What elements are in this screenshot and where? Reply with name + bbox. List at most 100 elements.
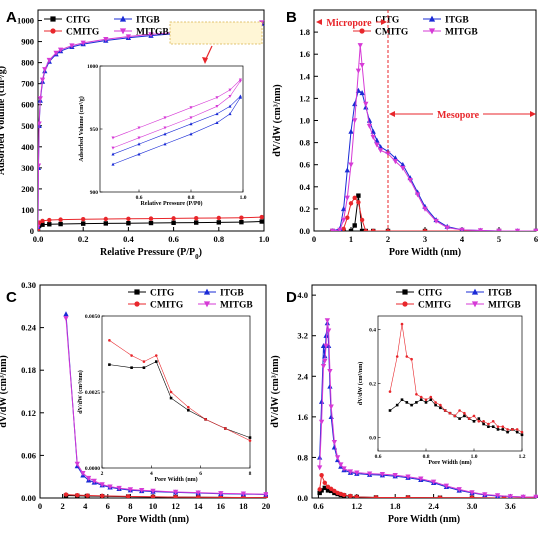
legend-label-itgb: ITGB [220,289,244,299]
data-point-mitgb [39,77,46,83]
data-point-cmitg [356,200,361,205]
y-tick-label: 0.0 [369,436,376,442]
x-tick-label: 3.0 [467,501,478,511]
data-point-mitgb [331,440,338,446]
data-point-cmitg [388,390,392,393]
series-layer [317,318,538,498]
data-point-cmitg [108,339,111,342]
data-point-itgb [215,121,219,124]
legend-marker-citg [50,16,56,22]
panel-c-legend: CITG ITGB CMITG MITGB [128,289,253,311]
data-point-mitgb [494,493,501,498]
data-point-citg [463,414,466,418]
data-point-citg [434,403,437,407]
series-layer [329,43,538,231]
panel-c-inset: 2 4 6 8 0.0000 0.0025 0.0050 Pore Width (nm) dV/… [77,314,252,483]
data-point-citg [491,425,495,428]
data-point-citg [108,363,111,366]
data-point-cmitg [329,486,334,492]
x-tick-label: 2 [101,471,104,477]
data-point-cmitg [429,395,433,399]
y-tick-label: 0.00 [21,493,36,503]
data-point-mitgb [85,475,92,481]
y-tick-label: 0.0 [299,226,310,236]
y-tick-label: 1000 [87,64,98,70]
data-point-cmitg [259,214,264,220]
series-line-cmitg [332,197,536,231]
data-point-mitgb [377,148,384,154]
legend-marker-citg [134,289,140,295]
y-tick-label: 0.24 [21,323,37,333]
data-point-mitgb [533,494,538,498]
data-point-itgb [323,332,329,338]
y-tick-label: 0.6 [299,160,310,170]
legend-label-citg: CITG [66,16,91,26]
data-point-mitgb [359,63,365,69]
x-tick-label: 4 [83,501,88,511]
legend-label-citg: CITG [375,16,400,26]
x-axis-title: Pore Width (nm) [389,247,461,258]
data-point-mitgb [63,316,69,322]
data-point-mitgb [42,67,48,73]
data-point-citg [405,401,409,404]
data-point-cmitg [405,355,409,358]
y-axis-title: dV/dW (cm³/nm) [270,355,281,428]
data-point-cmitg [439,403,442,407]
data-point-mitgb [80,40,86,46]
x-tick-label: 4 [150,471,153,477]
data-point-cmitg [248,439,252,442]
data-point-cmitg [345,215,350,220]
x-tick-label: 18 [239,501,248,511]
x-tick-label: 0.8 [213,234,224,244]
data-point-itgb [63,311,69,317]
data-point-mitgb [520,494,526,498]
data-point-cmitg [405,495,411,498]
data-point-citg [482,422,485,426]
x-tick-label: 4 [460,234,465,244]
data-point-citg [520,433,524,437]
data-point-citg [325,488,331,493]
data-point-mitgb [370,134,376,140]
data-point-mitgb [496,228,502,231]
data-point-citg [487,425,490,428]
x-axis-title: Relative Pressure (P/P0) [140,200,202,207]
legend-marker-cmitg [402,301,408,307]
data-point-citg [429,398,433,401]
panel-d-inset: 0.6 0.8 1.0 1.2 0.0 0.2 0.4 Pore Width (nm) dV/d… [357,315,526,466]
y-tick-label: 300 [21,163,34,173]
series-layer [111,78,242,166]
data-point-mitgb [323,343,329,349]
data-point-mitgb [38,224,41,230]
data-point-cmitg [371,228,376,231]
x-tick-label: 1.8 [390,501,401,511]
data-point-mitgb [172,489,179,495]
micropore-label-bg [322,16,376,28]
data-point-cmitg [194,215,199,221]
y-tick-label: 0.30 [21,280,36,290]
data-point-cmitg [410,357,413,361]
data-point-mitgb [340,217,347,223]
panel-a-label: A [6,9,17,26]
data-point-mitgb [125,34,132,40]
legend-label-cmitg: CMITG [418,301,452,311]
plot-area [378,316,522,451]
x-tick-label: 0 [38,501,42,511]
data-point-cmitg [204,418,207,421]
data-point-cmitg [359,217,365,223]
panel-d-chart: 0.6 1.2 1.8 2.4 3.0 3.6 0.0 0.8 1.6 2.4 3.2 4.0 Pore… [270,284,538,525]
data-point-mitgb [459,227,465,231]
legend-label-citg: CITG [418,289,443,299]
data-point-mitgb [53,50,59,56]
data-point-citg [81,221,86,226]
data-point-cmitg [348,493,353,498]
series-layer [63,311,268,498]
series-layer [108,339,252,442]
micropore-arrowhead-left-icon [316,19,322,25]
x-tick-label: 0 [312,234,316,244]
legend-marker-cmitg [134,301,140,307]
y-tick-label: 3.2 [297,331,308,341]
data-point-cmitg [173,494,178,498]
data-point-cmitg [317,487,322,492]
mesopore-arrowhead-right-icon [530,111,536,117]
